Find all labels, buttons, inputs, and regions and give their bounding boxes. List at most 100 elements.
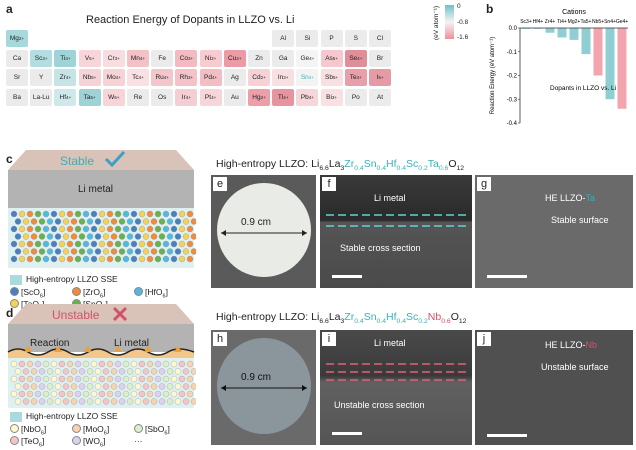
octahedron-dot — [50, 225, 58, 233]
octahedron-dot — [74, 240, 82, 248]
octahedron-dot — [126, 233, 134, 240]
octahedron-dot — [10, 360, 18, 368]
octahedron-dot — [166, 248, 174, 255]
octahedron-dot — [186, 360, 194, 368]
octahedron-dot — [126, 218, 134, 225]
octahedron-dot — [158, 248, 166, 255]
octahedron-dot — [34, 225, 42, 233]
legend-c-title: High-entropy LLZO SSE — [26, 274, 118, 284]
element-cell: Tc 4+ — [127, 69, 149, 86]
formula-part: Sc0.2 — [406, 158, 428, 173]
octahedron-dot — [106, 210, 114, 218]
octahedron-dot — [58, 360, 66, 368]
octahedron-dot — [114, 375, 122, 383]
octahedron-dot — [118, 233, 126, 240]
octahedron-dot — [46, 218, 54, 225]
surface-label-g: Stable surface — [551, 215, 609, 225]
octahedron-dot — [50, 375, 58, 383]
octahedron-dot — [130, 390, 138, 398]
element-cell: Ti 4+ — [54, 49, 77, 67]
cross-icon — [112, 306, 128, 322]
octahedron-dot — [94, 368, 102, 375]
octahedron-dot — [26, 390, 34, 398]
octahedron-dot — [130, 225, 138, 233]
octahedron-dot — [182, 218, 190, 225]
y-tick-label: -0.1 — [507, 50, 518, 56]
octahedron-dot — [126, 368, 134, 375]
octahedron-dot — [38, 383, 46, 390]
tick-label: Mg2+ — [568, 19, 581, 25]
octahedron-dot — [26, 360, 34, 368]
y-axis-label: Reaction Energy (eV atom⁻¹) — [490, 37, 496, 115]
octahedron-dot — [58, 255, 66, 263]
octahedron-dot — [38, 368, 46, 375]
octahedron-dot — [34, 240, 42, 248]
octahedron-dot — [74, 390, 82, 398]
octahedron-dot — [98, 240, 106, 248]
octahedron-dot — [190, 248, 196, 255]
legend-item: [SbO6] — [134, 424, 170, 437]
octahedron-dot — [42, 390, 50, 398]
octahedron-dot — [146, 240, 154, 248]
surface-label-j: Unstable surface — [541, 362, 609, 372]
formula-prefix: High-entropy LLZO: — [216, 311, 312, 323]
octahedron-dot — [186, 210, 194, 218]
octahedron-dot — [122, 225, 130, 233]
octahedron-dot — [150, 398, 158, 405]
octahedron-dot — [90, 360, 98, 368]
octahedron-dot — [134, 248, 142, 255]
octahedron-dot — [158, 398, 166, 405]
octahedron-dot — [46, 233, 54, 240]
octahedron-dot — [18, 225, 26, 233]
octahedron-dot — [182, 398, 190, 405]
octahedron-dot — [102, 233, 110, 240]
octahedron-dot — [22, 233, 30, 240]
octahedron-dot — [150, 383, 158, 390]
octahedron-dot — [154, 375, 162, 383]
tick-label: Sn4+ — [604, 19, 616, 25]
element-cell: Bi 3+ — [320, 88, 343, 106]
formula-part: Ta0.6 — [427, 158, 449, 173]
octahedron-dot — [126, 248, 134, 255]
octahedron-dot — [154, 240, 162, 248]
octahedron-dot — [158, 218, 166, 225]
octahedron-dot — [26, 255, 34, 263]
colorbar-tick-1: -0.8 — [457, 19, 469, 26]
octahedron-dot — [54, 233, 62, 240]
octahedron-dot — [78, 233, 86, 240]
octahedron-dot — [150, 218, 158, 225]
panel-d-label: d — [6, 306, 14, 320]
octahedron-dot — [110, 398, 118, 405]
octahedron-dot — [118, 368, 126, 375]
octahedron-dot — [146, 375, 154, 383]
panel-c-label: c — [6, 152, 13, 166]
octahedron-dot — [34, 210, 42, 218]
element-cell: Hg 2+ — [248, 88, 270, 106]
octahedron-dot — [14, 248, 22, 255]
octahedron-dot — [170, 390, 178, 398]
element-cell: Ni 2+ — [199, 49, 222, 67]
octahedron-dot — [82, 360, 90, 368]
octahedron-dot — [122, 360, 130, 368]
chart-title: Cations — [562, 9, 586, 16]
octahedron-dot — [150, 233, 158, 240]
octahedron-dot — [54, 248, 62, 255]
octahedron-dot — [62, 383, 70, 390]
octahedron-dot — [158, 383, 166, 390]
octahedron-dot — [58, 225, 66, 233]
octahedron-dot — [170, 375, 178, 383]
he-llzo-ta-label: HE LLZO-Ta — [545, 193, 596, 203]
octahedron-dot — [102, 398, 110, 405]
octahedron-dot — [10, 255, 18, 263]
octahedron-dot — [50, 240, 58, 248]
octahedron-dot — [18, 375, 26, 383]
y-tick-label: -0.2 — [507, 74, 518, 80]
octahedron-dot — [166, 398, 174, 405]
octahedron-dot — [150, 368, 158, 375]
octahedron-dot — [58, 210, 66, 218]
octahedron-dot — [30, 398, 38, 405]
element-cell: Rh 3+ — [175, 69, 198, 86]
element-cell: At — [369, 88, 391, 106]
formula-part: La3 — [328, 158, 345, 173]
octahedron-dot — [110, 368, 118, 375]
